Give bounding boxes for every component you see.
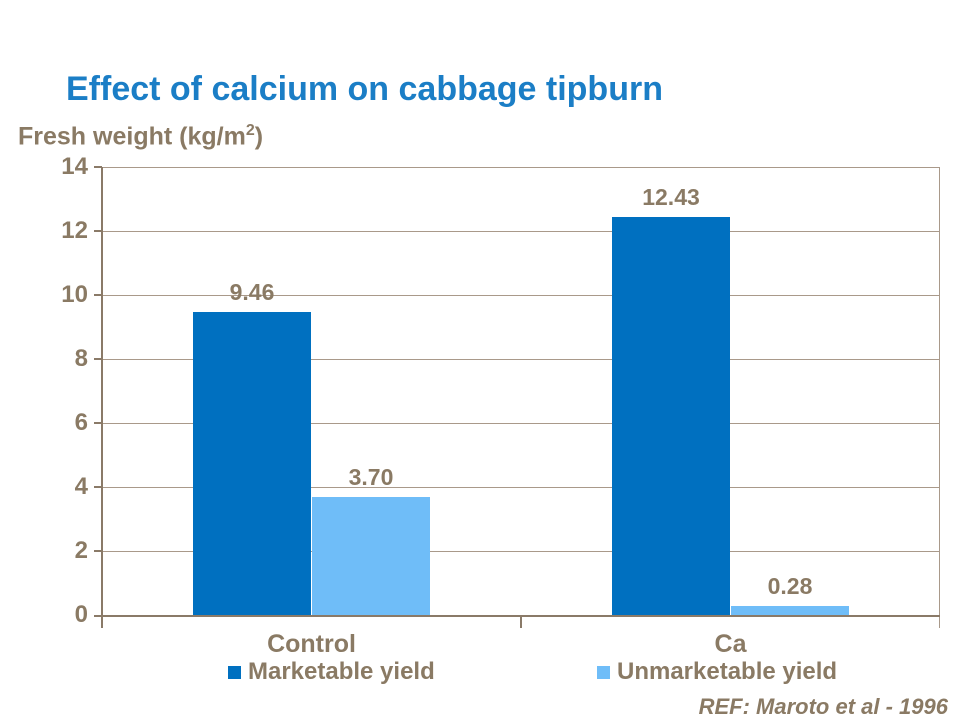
plot-right-border <box>939 167 940 628</box>
x-tick-mark-mid <box>520 615 522 628</box>
gridline-4 <box>102 487 940 488</box>
gridline-8 <box>102 359 940 360</box>
y-axis-line <box>101 167 103 628</box>
gridline-14 <box>102 167 940 168</box>
legend-item-unmarketable: Unmarketable yield <box>597 658 838 685</box>
gridline-12 <box>102 231 940 232</box>
y-tick-label-14: 14 <box>61 153 88 180</box>
category-label-ca: Ca <box>714 630 747 658</box>
bar-marketable-control <box>193 312 311 615</box>
y-tick-mark-12 <box>94 230 102 232</box>
bar-marketable-ca <box>612 217 730 615</box>
y-axis-title-suffix: ) <box>254 122 264 151</box>
legend-label-unmarketable: Unmarketable yield <box>617 658 838 685</box>
bar-unmarketable-ca <box>731 606 849 615</box>
legend-item-marketable: Marketable yield <box>228 658 435 685</box>
bar-unmarketable-control <box>312 497 430 615</box>
value-label-unmarketable-ca: 0.28 <box>767 573 813 599</box>
y-axis-title-superscript: 2 <box>245 122 255 139</box>
value-label-marketable-control: 9.46 <box>229 279 275 305</box>
reference-note: REF: Maroto et al - 1996 <box>698 694 948 719</box>
y-tick-label-6: 6 <box>74 409 88 436</box>
y-tick-label-12: 12 <box>61 217 88 244</box>
value-label-unmarketable-control: 3.70 <box>348 464 394 490</box>
y-tick-label-4: 4 <box>74 473 88 500</box>
y-tick-label-0: 0 <box>74 601 88 628</box>
y-tick-label-10: 10 <box>61 281 88 308</box>
gridline-10 <box>102 295 940 296</box>
y-tick-mark-4 <box>94 486 102 488</box>
y-tick-mark-14 <box>94 166 102 168</box>
legend-swatch-unmarketable-icon <box>597 665 610 679</box>
legend-swatch-marketable-icon <box>228 665 241 679</box>
gridline-6 <box>102 423 940 424</box>
y-tick-mark-6 <box>94 422 102 424</box>
y-axis-title: Fresh weight (kg/m2) <box>18 122 263 151</box>
x-axis-line <box>94 615 940 617</box>
y-tick-label-2: 2 <box>74 537 88 564</box>
legend-label-marketable: Marketable yield <box>248 658 435 685</box>
y-tick-mark-8 <box>94 358 102 360</box>
gridline-2 <box>102 551 940 552</box>
y-axis-title-prefix: Fresh weight (kg/m <box>18 122 246 151</box>
chart-title: Effect of calcium on cabbage tipburn <box>66 70 663 108</box>
y-tick-mark-2 <box>94 550 102 552</box>
category-label-control: Control <box>267 630 356 658</box>
y-tick-mark-10 <box>94 294 102 296</box>
value-label-marketable-ca: 12.43 <box>642 184 700 210</box>
y-tick-label-8: 8 <box>74 345 88 372</box>
